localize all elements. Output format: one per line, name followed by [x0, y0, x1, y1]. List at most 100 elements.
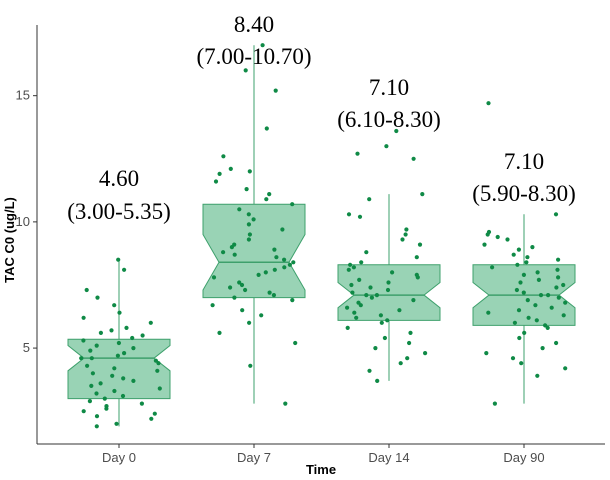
data-point — [81, 338, 86, 343]
data-point — [534, 318, 539, 323]
data-point — [555, 267, 560, 272]
data-point — [272, 247, 277, 252]
data-point — [543, 323, 548, 328]
data-point — [369, 295, 374, 300]
data-point — [511, 252, 516, 257]
data-point — [95, 295, 100, 300]
data-point — [221, 250, 226, 255]
data-point — [221, 154, 226, 159]
data-point — [237, 207, 242, 212]
notched-box — [202, 203, 306, 299]
data-point — [415, 275, 420, 280]
data-point — [267, 192, 272, 197]
data-point — [556, 295, 561, 300]
data-point — [533, 303, 538, 308]
data-point — [423, 351, 428, 356]
y-tick-label: 15 — [16, 88, 30, 103]
data-point — [152, 411, 157, 416]
data-point — [403, 232, 408, 237]
notched-box — [337, 264, 441, 321]
data-point — [149, 416, 154, 421]
data-point — [546, 293, 551, 298]
data-point — [210, 303, 215, 308]
data-point — [530, 245, 535, 250]
data-point — [345, 305, 350, 310]
data-point — [81, 315, 86, 320]
data-point — [535, 270, 540, 275]
data-point — [517, 335, 522, 341]
data-point — [87, 399, 92, 404]
data-point — [510, 356, 516, 361]
data-point — [122, 267, 127, 272]
data-point — [291, 260, 296, 265]
median-annotation: 8.40 — [234, 12, 274, 37]
data-point — [282, 265, 287, 270]
data-point — [490, 265, 495, 270]
data-point — [561, 313, 566, 318]
data-point — [264, 126, 269, 131]
data-point — [512, 320, 518, 325]
data-point — [518, 280, 523, 285]
data-point — [244, 187, 249, 192]
data-point — [355, 151, 360, 156]
data-point — [521, 272, 527, 277]
data-point — [117, 310, 122, 315]
data-point — [293, 340, 298, 346]
data-point — [349, 282, 354, 288]
data-point — [346, 267, 351, 272]
data-point — [228, 285, 233, 290]
data-point — [516, 247, 522, 252]
data-point — [386, 280, 391, 285]
data-point — [239, 282, 245, 288]
iqr-annotation: (5.90-8.30) — [472, 181, 575, 206]
data-point — [81, 409, 86, 414]
data-point — [561, 282, 566, 288]
data-point — [98, 330, 103, 335]
data-point — [385, 318, 390, 323]
data-point — [404, 227, 409, 232]
data-point — [251, 217, 256, 222]
data-point — [246, 237, 251, 242]
data-point — [121, 376, 126, 381]
data-point — [267, 290, 272, 295]
data-point — [411, 156, 416, 161]
data-point — [367, 368, 372, 373]
data-point — [116, 257, 121, 262]
data-point — [563, 366, 568, 371]
data-point — [112, 388, 117, 394]
data-point — [359, 260, 364, 265]
data-point — [155, 368, 160, 373]
data-point — [79, 356, 84, 361]
data-point — [112, 366, 117, 371]
median-annotation: 7.10 — [504, 149, 544, 174]
data-point — [411, 298, 416, 303]
data-point — [282, 257, 287, 262]
data-point — [157, 386, 162, 391]
data-point — [373, 346, 378, 351]
data-point — [256, 272, 261, 277]
data-point — [535, 373, 540, 378]
data-point — [368, 285, 373, 290]
data-point — [94, 414, 100, 419]
data-point — [243, 287, 248, 293]
data-point — [394, 128, 399, 134]
x-tick-label: Day 90 — [503, 450, 544, 465]
data-point — [522, 330, 527, 335]
data-point — [120, 393, 126, 399]
data-point — [482, 242, 487, 247]
data-point — [122, 351, 127, 356]
data-point — [526, 315, 531, 320]
data-point — [283, 401, 288, 406]
data-point — [115, 353, 120, 358]
data-point — [246, 212, 251, 217]
data-point — [89, 356, 94, 361]
data-point — [228, 166, 233, 171]
data-point — [348, 262, 353, 267]
data-point — [420, 192, 425, 197]
data-point — [211, 275, 217, 280]
data-point — [553, 212, 559, 217]
data-point — [109, 328, 114, 333]
data-point — [229, 245, 234, 250]
data-point — [486, 101, 491, 106]
y-axis-title: TAC C0 (ug/L) — [2, 197, 17, 283]
